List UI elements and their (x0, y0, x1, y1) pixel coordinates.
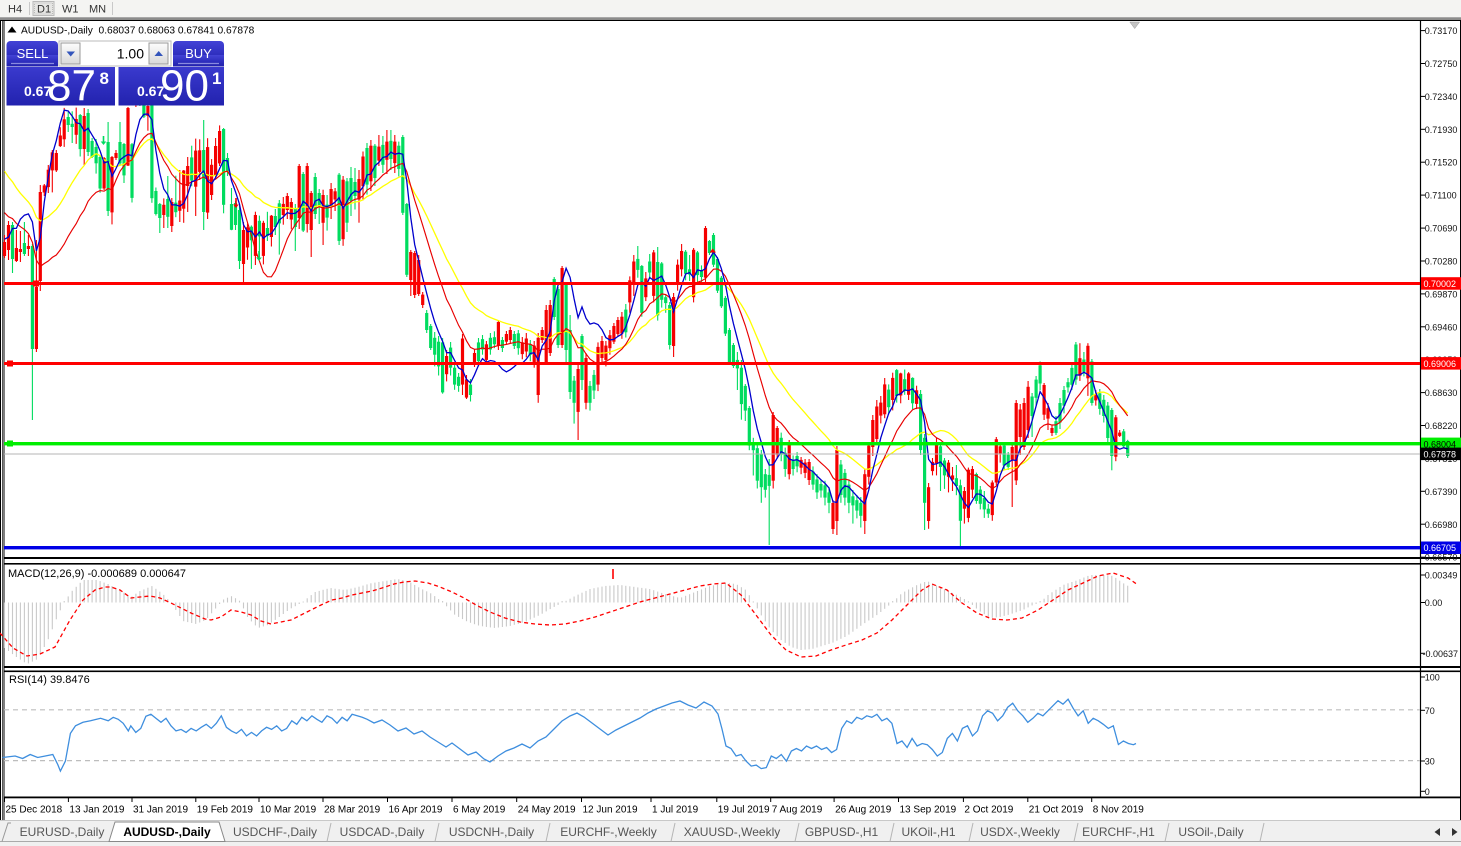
svg-text:AUDUSD-,Daily: AUDUSD-,Daily (123, 825, 211, 839)
svg-text:8: 8 (100, 69, 109, 88)
svg-text:BUY: BUY (185, 46, 212, 61)
svg-text:30: 30 (1425, 757, 1435, 767)
svg-text:8 Nov 2019: 8 Nov 2019 (1093, 805, 1145, 816)
svg-text:MN: MN (89, 4, 106, 16)
svg-text:GBPUSD-,H1: GBPUSD-,H1 (805, 825, 879, 839)
svg-text:0.00349: 0.00349 (1425, 571, 1458, 581)
svg-text:0.68630: 0.68630 (1425, 388, 1458, 398)
svg-text:0.69006: 0.69006 (1424, 359, 1457, 369)
svg-text:SELL: SELL (17, 46, 49, 61)
svg-text:USDX-,Weekly: USDX-,Weekly (980, 825, 1060, 839)
svg-text:H4: H4 (8, 4, 22, 16)
svg-text:USOil-,Daily: USOil-,Daily (1178, 825, 1243, 839)
svg-text:MACD(12,26,9) -0.000689 0.0006: MACD(12,26,9) -0.000689 0.000647 (8, 568, 186, 580)
svg-text:RSI(14) 39.8476: RSI(14) 39.8476 (9, 674, 90, 686)
svg-text:0.69870: 0.69870 (1425, 289, 1458, 299)
svg-text:0.67878: 0.67878 (1424, 449, 1457, 459)
svg-text:21 Oct 2019: 21 Oct 2019 (1029, 805, 1084, 816)
svg-text:0.70280: 0.70280 (1425, 257, 1458, 267)
svg-text:0.72750: 0.72750 (1425, 59, 1458, 69)
svg-text:6 May 2019: 6 May 2019 (453, 805, 506, 816)
svg-text:AUDUSD-,Daily 0.68037 0.68063: AUDUSD-,Daily 0.68037 0.68063 0.67841 0.… (21, 26, 255, 37)
svg-text:24 May 2019: 24 May 2019 (518, 805, 576, 816)
svg-text:EURUSD-,Daily: EURUSD-,Daily (20, 825, 105, 839)
svg-text:70: 70 (1425, 706, 1435, 716)
svg-text:0.72340: 0.72340 (1425, 92, 1458, 102)
svg-text:0.66705: 0.66705 (1424, 543, 1457, 553)
svg-text:0.71100: 0.71100 (1425, 191, 1457, 201)
svg-text:13 Jan 2019: 13 Jan 2019 (69, 805, 124, 816)
svg-text:D1: D1 (37, 4, 51, 16)
svg-text:0.67: 0.67 (137, 83, 164, 99)
svg-text:0.66980: 0.66980 (1425, 520, 1458, 530)
svg-text:0.70002: 0.70002 (1424, 279, 1457, 289)
svg-text:19 Jul 2019: 19 Jul 2019 (718, 805, 770, 816)
svg-text:EURCHF-,H1: EURCHF-,H1 (1082, 825, 1155, 839)
svg-text:0: 0 (1425, 787, 1430, 797)
svg-text:EURCHF-,Weekly: EURCHF-,Weekly (560, 825, 656, 839)
svg-text:26 Aug 2019: 26 Aug 2019 (835, 805, 892, 816)
svg-text:UKOil-,H1: UKOil-,H1 (901, 825, 955, 839)
svg-text:0.73170: 0.73170 (1425, 26, 1458, 36)
svg-text:1 Jul 2019: 1 Jul 2019 (652, 805, 699, 816)
svg-text:0.69460: 0.69460 (1425, 322, 1458, 332)
svg-text:90: 90 (160, 62, 209, 111)
svg-text:0.00: 0.00 (1425, 598, 1443, 608)
svg-text:7 Aug 2019: 7 Aug 2019 (772, 805, 823, 816)
svg-text:0.71520: 0.71520 (1425, 158, 1458, 168)
svg-text:0.67: 0.67 (24, 83, 51, 99)
svg-text:13 Sep 2019: 13 Sep 2019 (900, 805, 957, 816)
svg-text:XAUUSD-,Weekly: XAUUSD-,Weekly (684, 825, 780, 839)
svg-text:0.71930: 0.71930 (1425, 125, 1458, 135)
svg-text:0.70690: 0.70690 (1425, 224, 1458, 234)
svg-text:19 Feb 2019: 19 Feb 2019 (197, 805, 254, 816)
svg-text:28 Mar 2019: 28 Mar 2019 (324, 805, 381, 816)
svg-text:0.68004: 0.68004 (1424, 439, 1457, 449)
svg-text:0.67390: 0.67390 (1425, 487, 1458, 497)
svg-text:2 Oct 2019: 2 Oct 2019 (964, 805, 1013, 816)
svg-text:USDCAD-,Daily: USDCAD-,Daily (340, 825, 425, 839)
svg-text:1.00: 1.00 (117, 46, 144, 62)
svg-text:12 Jun 2019: 12 Jun 2019 (583, 805, 638, 816)
svg-text:10 Mar 2019: 10 Mar 2019 (260, 805, 317, 816)
svg-text:100: 100 (1425, 673, 1440, 683)
svg-text:USDCNH-,Daily: USDCNH-,Daily (449, 825, 534, 839)
svg-text:0.66570: 0.66570 (1425, 553, 1458, 563)
svg-text:USDCHF-,Daily: USDCHF-,Daily (233, 825, 317, 839)
svg-text:25 Dec 2018: 25 Dec 2018 (6, 805, 63, 816)
svg-text:-0.00637: -0.00637 (1423, 649, 1459, 659)
svg-text:87: 87 (47, 62, 96, 111)
svg-text:16 Apr 2019: 16 Apr 2019 (389, 805, 443, 816)
svg-text:31 Jan 2019: 31 Jan 2019 (133, 805, 188, 816)
svg-text:1: 1 (212, 69, 221, 88)
svg-text:W1: W1 (62, 4, 79, 16)
svg-text:0.68220: 0.68220 (1425, 421, 1458, 431)
